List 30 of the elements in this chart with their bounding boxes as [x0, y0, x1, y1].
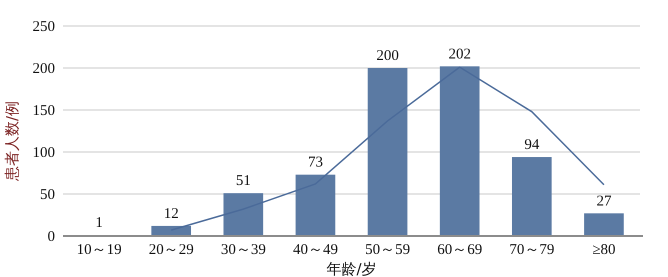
y-axis-title: 患者人数/例 — [3, 100, 21, 182]
y-tick-label: 200 — [32, 61, 55, 77]
bar — [440, 66, 480, 236]
bar — [223, 193, 264, 236]
bar — [368, 68, 408, 236]
data-label: 202 — [448, 46, 471, 62]
data-label: 27 — [596, 193, 612, 210]
data-label: 94 — [524, 137, 540, 154]
x-tick-label: 10～19 — [76, 242, 122, 258]
x-tick-label: 60～69 — [437, 242, 482, 258]
x-tick-label: 30～39 — [220, 242, 266, 258]
data-label: 1 — [95, 215, 103, 232]
y-tick-label: 150 — [32, 103, 55, 119]
x-tick-label: ≥80 — [592, 242, 616, 258]
y-tick-label: 100 — [32, 145, 55, 161]
x-tick-label: 50～59 — [365, 242, 410, 258]
data-label: 73 — [308, 154, 323, 171]
y-tick-label: 50 — [40, 187, 55, 203]
bar — [296, 174, 336, 236]
data-label: 200 — [376, 48, 399, 64]
bar — [584, 213, 624, 236]
bar — [512, 157, 552, 236]
x-tick-label: 20～29 — [148, 242, 194, 258]
x-tick-label: 40～49 — [292, 242, 338, 258]
data-label: 12 — [164, 206, 179, 222]
y-tick-label: 250 — [32, 19, 55, 35]
y-tick-label: 0 — [48, 229, 55, 245]
x-axis-title: 年龄/岁 — [326, 260, 377, 277]
x-tick-label: 70～79 — [509, 242, 554, 258]
data-label: 51 — [236, 173, 251, 190]
